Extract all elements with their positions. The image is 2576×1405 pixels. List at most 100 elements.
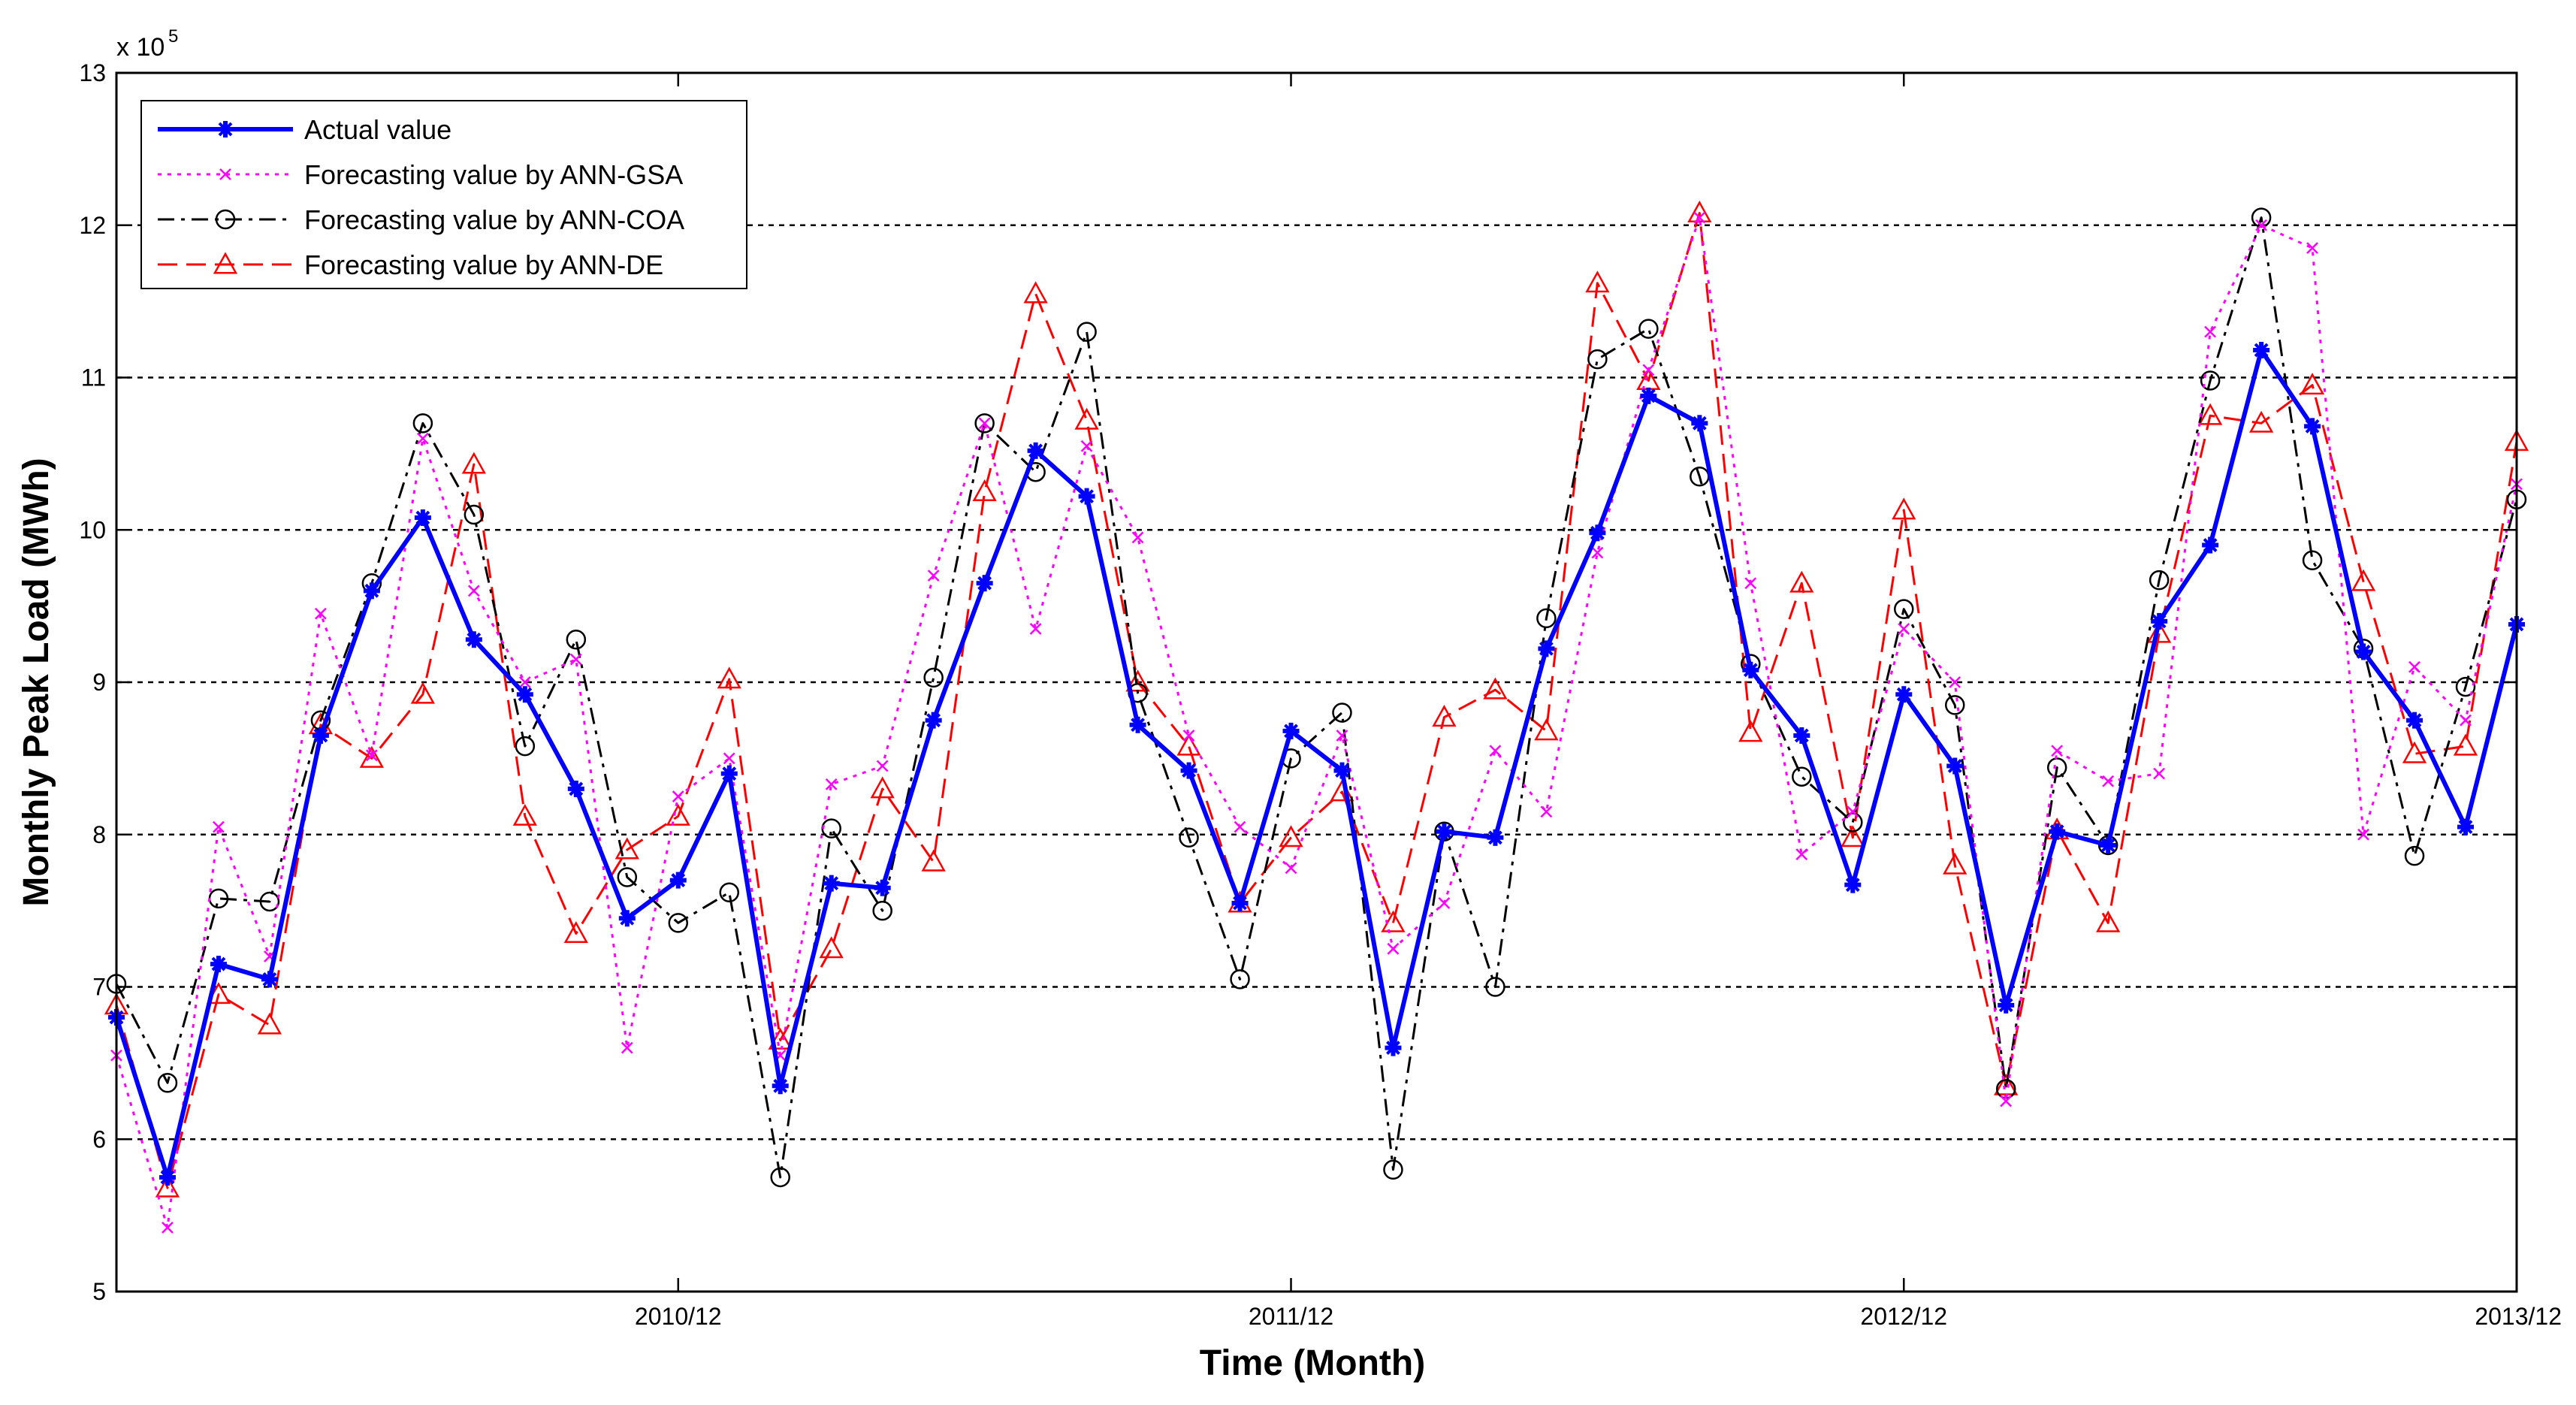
data-point [1387, 942, 1400, 955]
data-point [410, 681, 435, 704]
x-tick-label: 2012/12 [1860, 1303, 1947, 1330]
data-point [363, 582, 380, 600]
data-point [717, 666, 741, 689]
marker-stroke [1692, 415, 1707, 431]
data-point [515, 736, 536, 757]
data-point [927, 570, 940, 582]
data-point [1078, 488, 1095, 505]
data-point [976, 575, 993, 592]
data-point [1432, 705, 1457, 727]
data-point [1231, 894, 1249, 911]
data-point [1847, 805, 1859, 818]
marker-stroke [1693, 211, 1706, 224]
data-point [2049, 823, 2066, 840]
data-point [315, 607, 327, 620]
marker-stroke [927, 570, 940, 582]
y-tick-label: 9 [92, 669, 106, 696]
data-point [1946, 757, 1964, 775]
data-point [162, 1221, 174, 1234]
data-point [1282, 722, 1300, 739]
data-point [1333, 762, 1351, 779]
data-point [1385, 1039, 1402, 1056]
legend-label: Forecasting value by ANN-DE [304, 249, 663, 280]
marker-stroke [518, 676, 531, 688]
marker-stroke [1233, 896, 1247, 911]
x-tick-label: 2010/12 [635, 1303, 722, 1330]
marker-stroke [1488, 830, 1502, 845]
marker-stroke [1591, 546, 1604, 559]
data-point [2100, 836, 2117, 854]
marker-stroke [926, 713, 941, 728]
marker-stroke [1387, 942, 1400, 955]
data-point [1793, 727, 1810, 744]
marker-stroke [621, 1041, 633, 1054]
marker-stroke [416, 432, 429, 445]
data-point [2302, 550, 2323, 571]
marker-stroke [1949, 676, 1961, 688]
y-tick-label: 8 [92, 821, 106, 848]
data-point [1898, 623, 1910, 635]
data-point [1489, 745, 1502, 757]
data-point [1077, 322, 1097, 342]
marker-stroke [1386, 1041, 1400, 1056]
data-point [2149, 570, 2170, 591]
data-point [772, 1077, 789, 1095]
y-tick-label: 5 [92, 1278, 106, 1305]
marker-stroke [723, 752, 735, 765]
data-point [2151, 612, 2168, 630]
x-axis-title: Time (Month) [1200, 1343, 1425, 1383]
data-point [461, 452, 486, 474]
y-multiplier-exponent: 5 [168, 26, 178, 47]
data-point [366, 749, 378, 762]
marker-stroke [773, 1078, 788, 1093]
data-point [1381, 910, 1406, 932]
marker-stroke [1540, 805, 1553, 818]
data-point [1998, 996, 2015, 1014]
data-point [823, 875, 840, 892]
data-point [723, 752, 735, 765]
data-point [2051, 745, 2064, 757]
data-point [621, 1041, 633, 1054]
data-point [518, 676, 531, 688]
data-point [1841, 825, 1865, 848]
marker-stroke [1590, 525, 1605, 540]
marker-stroke [2255, 219, 2267, 231]
data-point [719, 882, 739, 903]
marker-stroke [1029, 623, 1042, 635]
marker-stroke [2204, 325, 2217, 338]
data-point [2355, 643, 2372, 660]
marker-stroke [415, 510, 430, 525]
legend-entry: Actual value [158, 114, 451, 145]
data-point [825, 778, 838, 790]
data-point [618, 910, 636, 927]
series-line [115, 216, 2518, 1229]
y-tick-label: 10 [79, 516, 106, 543]
data-point [768, 1027, 793, 1050]
data-point [516, 686, 533, 703]
data-point [157, 1072, 178, 1093]
legend-marker [219, 168, 231, 180]
data-point [159, 1168, 176, 1186]
marker-stroke [518, 687, 533, 702]
marker-stroke [978, 417, 991, 430]
marker-stroke [1285, 862, 1297, 875]
data-point [1279, 825, 1303, 848]
data-point [1029, 623, 1042, 635]
data-point [1176, 733, 1201, 756]
data-point [412, 413, 433, 434]
data-point [563, 920, 588, 943]
data-point [2153, 767, 2166, 780]
data-point [2404, 845, 2425, 866]
data-point [2200, 370, 2221, 391]
marker-stroke [876, 760, 889, 772]
data-point [1738, 720, 1763, 742]
data-point [1949, 676, 1961, 688]
marker-stroke [2408, 660, 2420, 673]
marker-stroke [1131, 718, 1145, 733]
marker-stroke [2000, 1095, 2013, 1107]
data-point [2102, 775, 2115, 787]
data-point [1179, 827, 1199, 848]
series-line [115, 216, 2518, 1179]
